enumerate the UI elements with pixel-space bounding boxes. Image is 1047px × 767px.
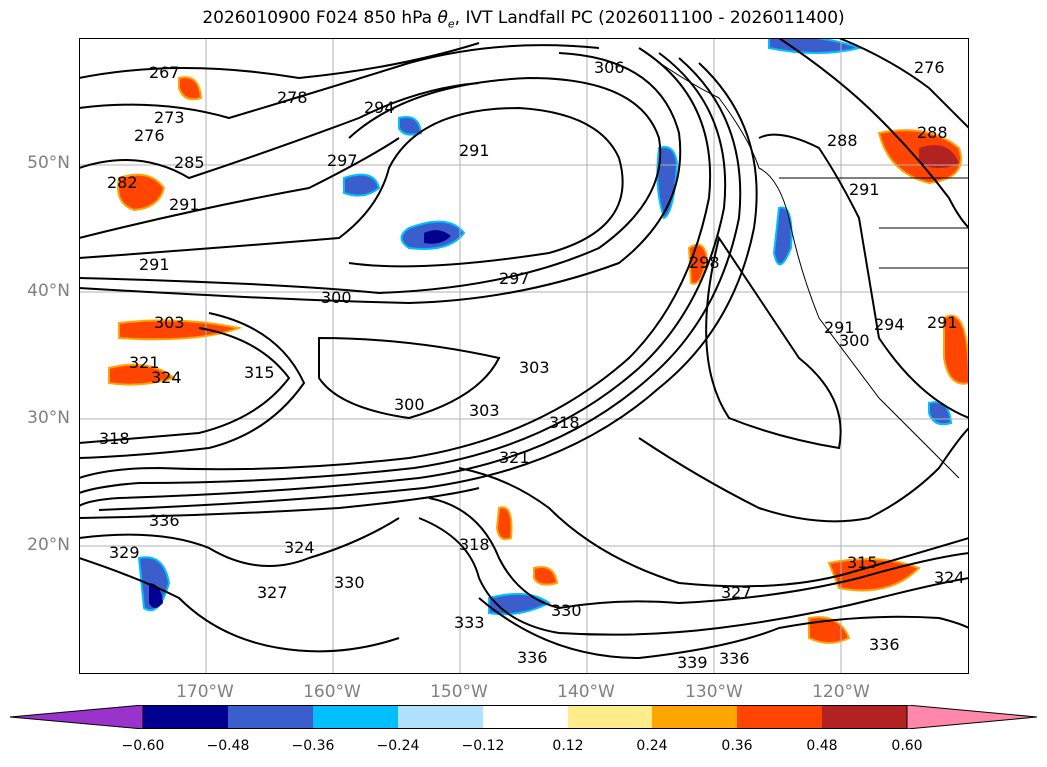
colorbar-tick: 0.12 bbox=[552, 738, 584, 754]
lat-label-50n: 50°N bbox=[27, 153, 70, 173]
contour-label: 276 bbox=[914, 58, 945, 77]
contour-label: 294 bbox=[364, 98, 395, 117]
contour-label: 297 bbox=[499, 269, 530, 288]
contour-label: 318 bbox=[99, 429, 130, 448]
colorbar-tick: 0.60 bbox=[891, 738, 923, 754]
contour-label: 288 bbox=[827, 131, 858, 150]
contour-label: 336 bbox=[149, 511, 180, 530]
lon-label-160w: 160°W bbox=[303, 682, 361, 702]
contour-label: 321 bbox=[499, 448, 530, 467]
contour-label: 291 bbox=[927, 313, 958, 332]
contour-label: 282 bbox=[107, 173, 138, 192]
contour-label: 318 bbox=[549, 413, 580, 432]
colorbar-bin bbox=[652, 705, 737, 729]
lat-label-30n: 30°N bbox=[27, 408, 70, 428]
contour-label: 300 bbox=[394, 395, 425, 414]
map-title: 2026010900 F024 850 hPa θe, IVT Landfall… bbox=[202, 8, 845, 31]
map-panel: 267 273 276 282 285 291 297 294 291 298 … bbox=[79, 38, 969, 674]
contour-label: 291 bbox=[169, 195, 200, 214]
colorbar-tick: −0.36 bbox=[291, 738, 335, 754]
coastline bbox=[638, 47, 969, 479]
colorbar-bin bbox=[143, 705, 228, 729]
contour-label: 291 bbox=[459, 141, 490, 160]
colorbar-bin bbox=[483, 705, 568, 729]
contour-label: 339 bbox=[677, 653, 708, 672]
contour-labels: 267 273 276 282 285 291 297 294 291 298 … bbox=[99, 58, 965, 672]
contour-label: 285 bbox=[174, 153, 205, 172]
contour-label: 324 bbox=[934, 568, 965, 587]
contour-label: 333 bbox=[454, 613, 485, 632]
contour-label: 300 bbox=[839, 331, 870, 350]
colorbar-tick: −0.24 bbox=[376, 738, 420, 754]
colorbar-tick: −0.60 bbox=[121, 738, 165, 754]
colorbar-bin bbox=[313, 705, 398, 729]
contour-label: 336 bbox=[719, 649, 750, 668]
colorbar-bin bbox=[398, 705, 483, 729]
lon-label-120w: 120°W bbox=[812, 682, 870, 702]
colorbar-bin bbox=[737, 705, 822, 729]
lat-label-40n: 40°N bbox=[27, 281, 70, 301]
colorbar-bin bbox=[228, 705, 313, 729]
contour-label: 315 bbox=[244, 363, 275, 382]
contour-label: 324 bbox=[284, 538, 315, 557]
contour-label: 276 bbox=[134, 126, 165, 145]
colorbar-tick: 0.36 bbox=[721, 738, 753, 754]
contour-label: 303 bbox=[469, 401, 500, 420]
contour-label: 327 bbox=[721, 583, 752, 602]
colorbar bbox=[10, 705, 1037, 729]
lon-label-130w: 130°W bbox=[685, 682, 743, 702]
lon-label-140w: 140°W bbox=[557, 682, 615, 702]
contour-label: 303 bbox=[519, 358, 550, 377]
contour-label: 321 bbox=[129, 353, 160, 372]
colorbar-high-extend bbox=[906, 705, 1037, 729]
contour-label: 267 bbox=[149, 63, 180, 82]
lat-label-20n: 20°N bbox=[27, 535, 70, 555]
contour-label: 315 bbox=[847, 553, 878, 572]
contour-label: 306 bbox=[594, 58, 625, 77]
contour-label: 278 bbox=[277, 88, 308, 107]
colorbar-tick: −0.12 bbox=[461, 738, 505, 754]
contour-label: 336 bbox=[869, 635, 900, 654]
colorbar-low-extend bbox=[10, 705, 144, 729]
contour-label: 329 bbox=[109, 543, 140, 562]
contour-label: 294 bbox=[874, 315, 905, 334]
contour-label: 298 bbox=[689, 253, 720, 272]
colorbar-tick: −0.48 bbox=[206, 738, 250, 754]
contour-label: 336 bbox=[517, 648, 548, 667]
lon-label-170w: 170°W bbox=[176, 682, 234, 702]
contour-label: 330 bbox=[334, 573, 365, 592]
theta-e-contours bbox=[79, 38, 969, 660]
colorbar-tick: 0.48 bbox=[806, 738, 838, 754]
contour-label: 291 bbox=[824, 318, 855, 337]
colorbar-bin bbox=[568, 705, 652, 729]
contour-label: 318 bbox=[459, 535, 490, 554]
lon-label-150w: 150°W bbox=[430, 682, 488, 702]
contour-label: 273 bbox=[154, 108, 185, 127]
colorbar-bin bbox=[822, 705, 907, 729]
contour-label: 300 bbox=[321, 288, 352, 307]
colorbar-tick: 0.24 bbox=[636, 738, 668, 754]
contour-label: 330 bbox=[551, 601, 582, 620]
contour-label: 288 bbox=[917, 123, 948, 142]
contour-label: 297 bbox=[327, 151, 358, 170]
contour-label: 291 bbox=[139, 255, 170, 274]
contour-label: 303 bbox=[154, 313, 185, 332]
contour-label: 327 bbox=[257, 583, 288, 602]
contour-label: 324 bbox=[151, 368, 182, 387]
contour-label: 291 bbox=[849, 180, 880, 199]
